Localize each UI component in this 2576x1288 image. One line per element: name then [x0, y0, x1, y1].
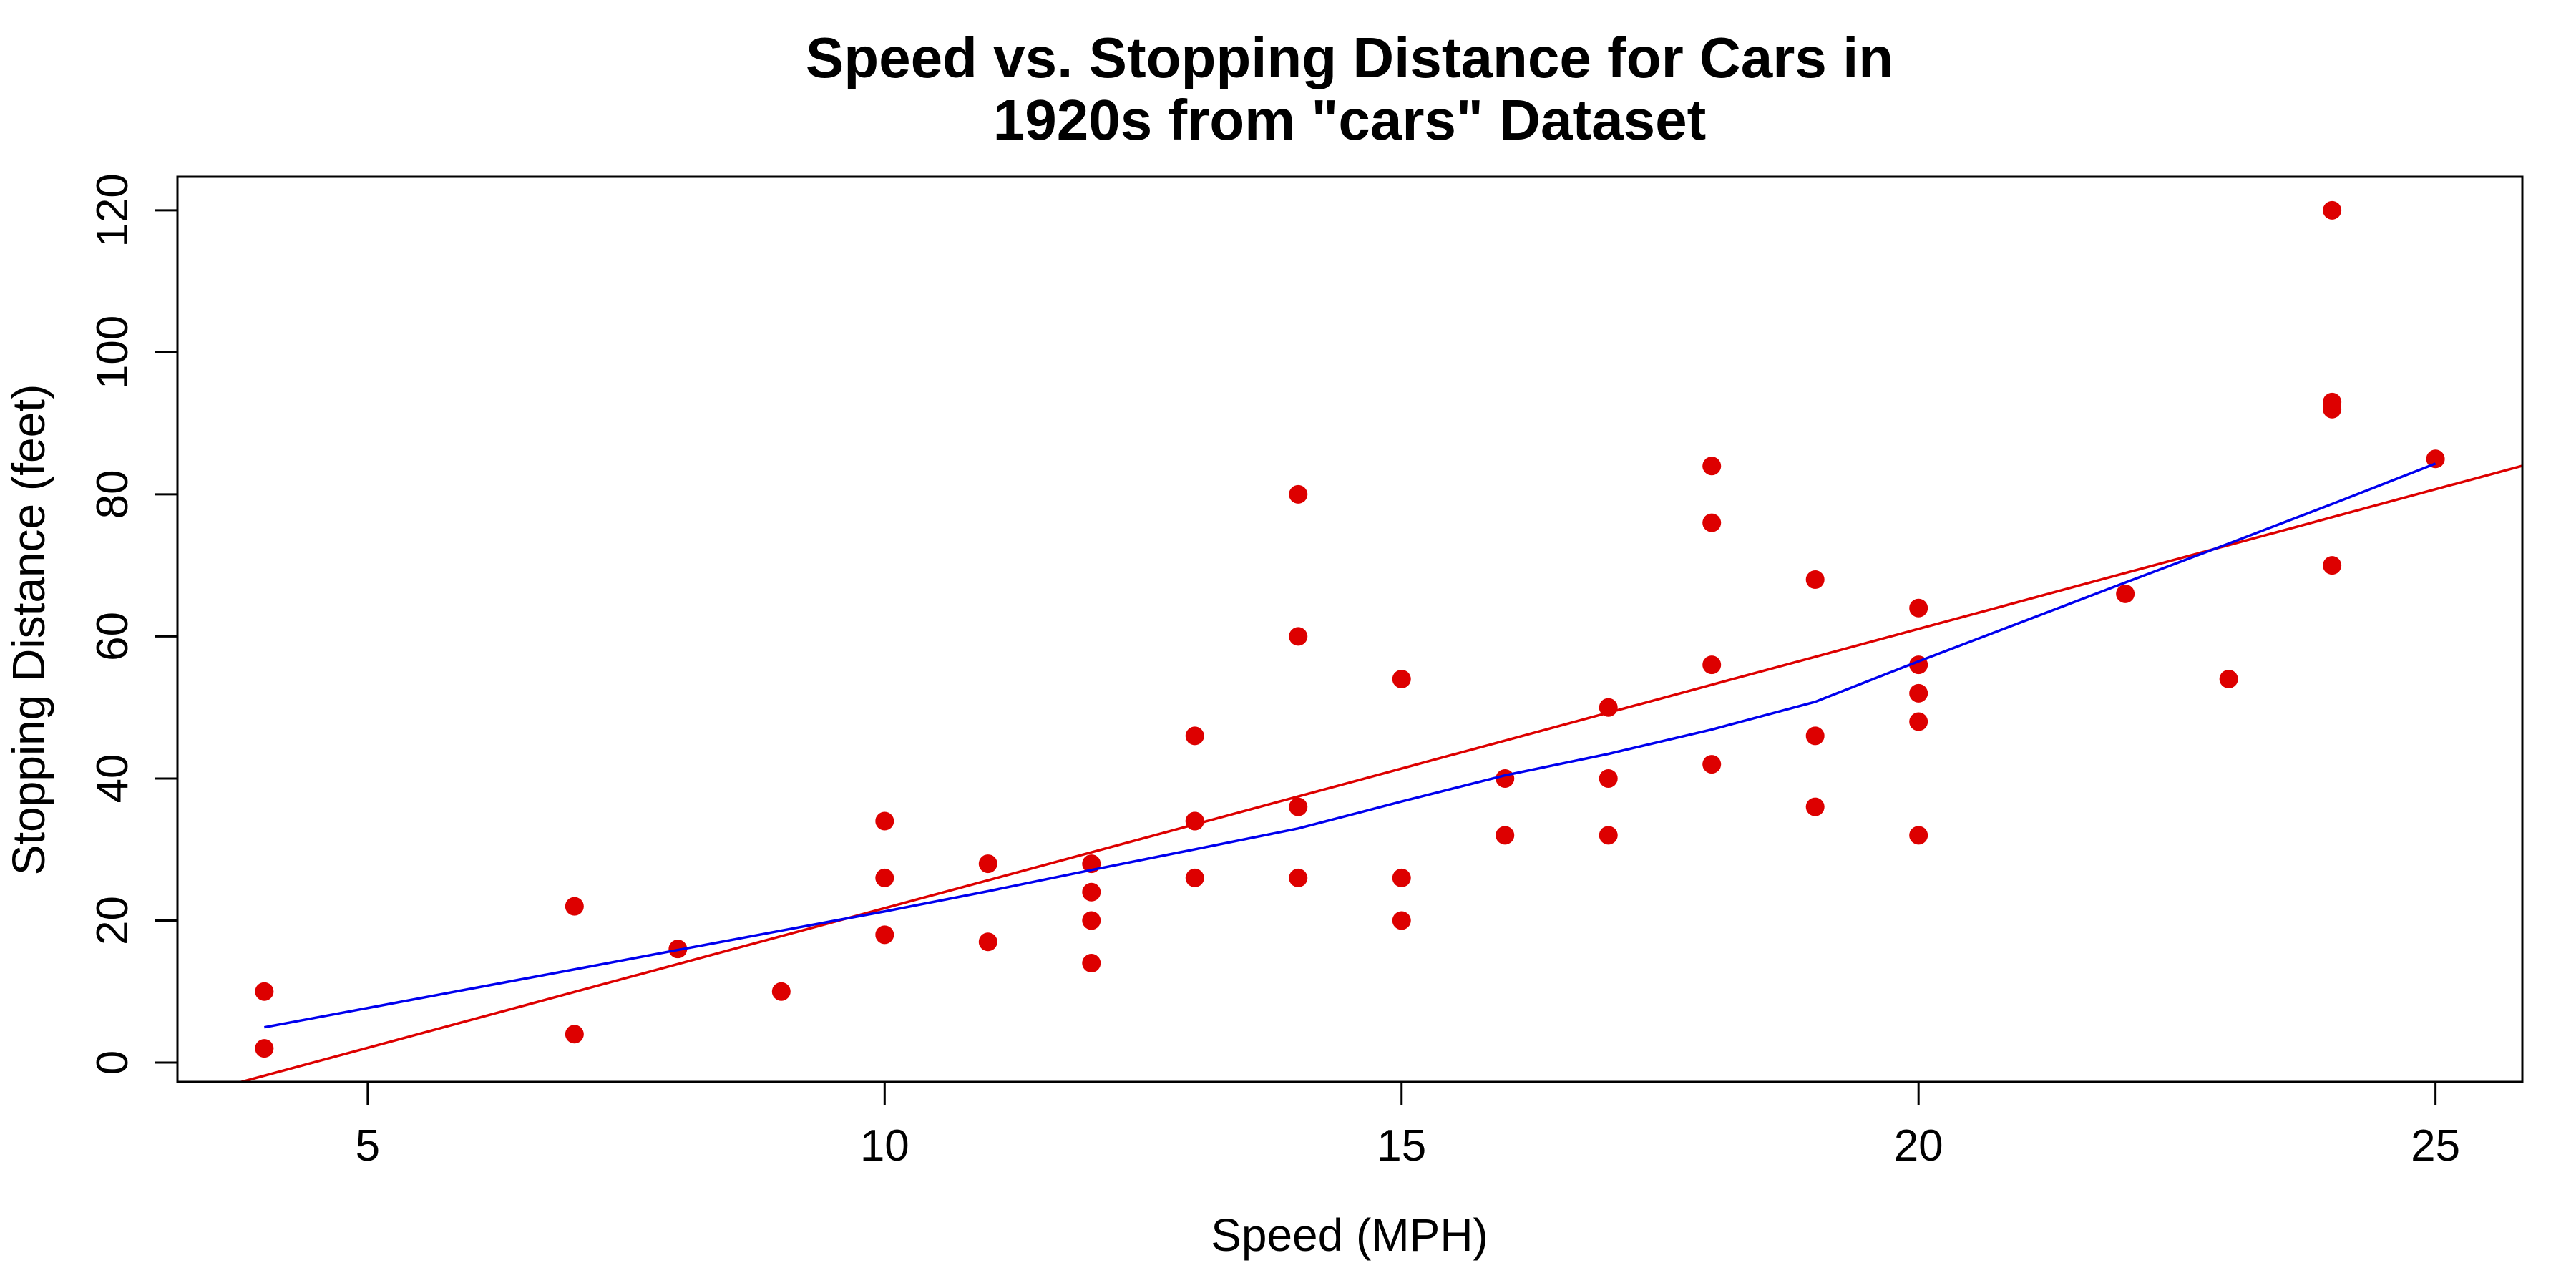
- x-tick-label: 5: [356, 1121, 380, 1171]
- data-point: [255, 982, 274, 1001]
- data-point: [1909, 598, 1928, 618]
- axes: 5 10 15 20 25 0 20 40 60 80 100 120: [88, 173, 2460, 1171]
- data-point: [875, 868, 894, 887]
- data-point: [978, 854, 997, 874]
- data-point: [1702, 755, 1722, 774]
- data-point: [1185, 811, 1204, 831]
- x-tick-label: 10: [860, 1121, 909, 1171]
- data-point: [1599, 769, 1618, 788]
- data-point: [1702, 655, 1722, 675]
- data-point: [875, 811, 894, 831]
- data-point: [875, 925, 894, 945]
- x-axis-label: Speed (MPH): [1211, 1209, 1488, 1261]
- data-point: [1702, 513, 1722, 532]
- y-tick-label: 40: [88, 753, 137, 803]
- y-tick-label: 60: [88, 612, 137, 661]
- data-point: [1082, 882, 1101, 902]
- data-point: [1289, 868, 1308, 887]
- data-point: [1289, 484, 1308, 504]
- y-tick-label: 100: [88, 316, 137, 389]
- data-point: [1805, 726, 1825, 746]
- data-point: [1392, 868, 1411, 887]
- lowess-line: [264, 462, 2436, 1029]
- data-point: [2116, 584, 2135, 603]
- data-point: [1909, 712, 1928, 731]
- y-tick-label: 120: [88, 173, 137, 247]
- data-point: [1392, 669, 1411, 688]
- chart-title-line-2: 1920s from "cars" Dataset: [993, 88, 1706, 152]
- data-point: [1185, 868, 1204, 887]
- x-tick-label: 25: [2411, 1121, 2460, 1171]
- y-axis-label: Stopping Distance (feet): [3, 384, 54, 876]
- data-point: [1909, 683, 1928, 703]
- y-tick-label: 0: [88, 1050, 137, 1075]
- data-point: [1496, 826, 1515, 845]
- data-point: [1185, 726, 1204, 746]
- data-point: [1599, 826, 1618, 845]
- data-point: [255, 1039, 274, 1058]
- chart-title-line-1: Speed vs. Stopping Distance for Cars in: [806, 26, 1893, 89]
- data-point: [1289, 797, 1308, 816]
- data-point: [2323, 200, 2342, 220]
- data-point: [1496, 769, 1515, 788]
- plot-frame: [176, 175, 2524, 1083]
- x-tick-label: 20: [1894, 1121, 1943, 1171]
- data-point: [2219, 669, 2238, 688]
- plot-marks: [236, 200, 2522, 1082]
- data-point: [2323, 556, 2342, 575]
- data-point: [1392, 911, 1411, 930]
- data-point: [1289, 627, 1308, 646]
- data-point: [1702, 457, 1722, 476]
- data-point: [1082, 954, 1101, 973]
- data-point: [771, 982, 791, 1001]
- data-point: [565, 897, 584, 916]
- y-tick-label: 20: [88, 896, 137, 945]
- regression-line: [236, 464, 2522, 1082]
- data-point: [565, 1025, 584, 1044]
- data-point: [978, 932, 997, 952]
- data-point: [1805, 797, 1825, 816]
- x-tick-label: 15: [1377, 1121, 1426, 1171]
- y-tick-label: 80: [88, 469, 137, 519]
- data-point: [1082, 911, 1101, 930]
- data-point: [1909, 826, 1928, 845]
- data-point: [2426, 449, 2445, 469]
- data-point: [2323, 392, 2342, 411]
- data-point: [1805, 570, 1825, 590]
